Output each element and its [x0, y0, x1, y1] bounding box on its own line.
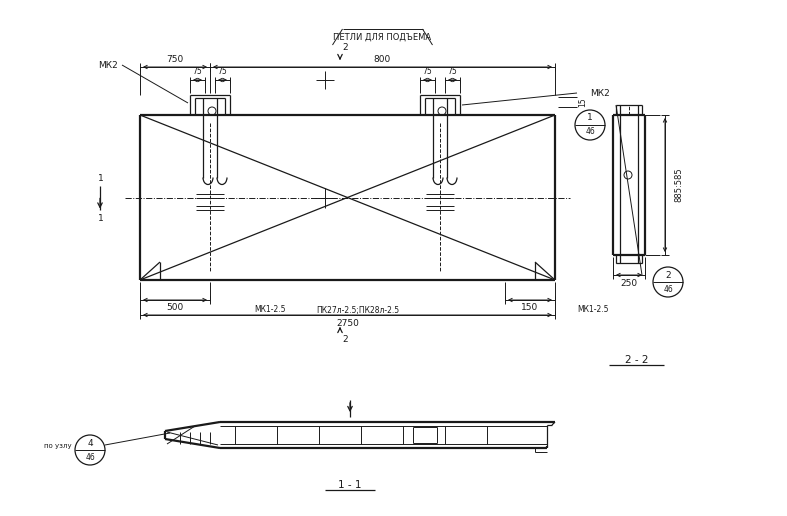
Text: 750: 750: [166, 55, 183, 63]
Text: МК2: МК2: [590, 89, 610, 98]
Text: 46: 46: [663, 284, 673, 294]
Text: 75: 75: [193, 68, 202, 76]
Text: 150: 150: [521, 303, 538, 313]
Text: 2: 2: [342, 43, 348, 53]
Text: 46: 46: [585, 127, 595, 137]
Text: 1: 1: [587, 114, 593, 122]
Text: МК1-2.5: МК1-2.5: [577, 305, 609, 314]
Text: 75: 75: [448, 68, 457, 76]
Text: 1: 1: [98, 174, 104, 183]
Text: ПЕТЛИ ДЛЯ ПОДЪЕМА: ПЕТЛИ ДЛЯ ПОДЪЕМА: [334, 33, 431, 41]
Text: 75: 75: [218, 68, 227, 76]
Text: 500: 500: [166, 303, 183, 313]
Text: 800: 800: [374, 55, 391, 63]
Text: МК1-2.5: МК1-2.5: [254, 305, 286, 314]
Text: 250: 250: [620, 279, 637, 287]
Text: 4: 4: [87, 439, 93, 447]
Text: 2: 2: [665, 270, 671, 280]
Text: ПК27л-2.5;ПК28л-2.5: ПК27л-2.5;ПК28л-2.5: [316, 305, 399, 314]
Text: 2 - 2: 2 - 2: [625, 355, 648, 365]
Text: по узлу: по узлу: [44, 443, 72, 449]
Text: 2750: 2750: [336, 318, 359, 328]
Text: 75: 75: [423, 68, 432, 76]
Text: 1: 1: [98, 214, 104, 223]
Text: 1 - 1: 1 - 1: [338, 480, 362, 490]
Text: 46: 46: [85, 453, 95, 461]
Text: 885:585: 885:585: [674, 168, 683, 202]
Text: МК2: МК2: [98, 60, 118, 70]
Text: 15: 15: [578, 97, 588, 107]
Text: 2: 2: [342, 334, 348, 344]
